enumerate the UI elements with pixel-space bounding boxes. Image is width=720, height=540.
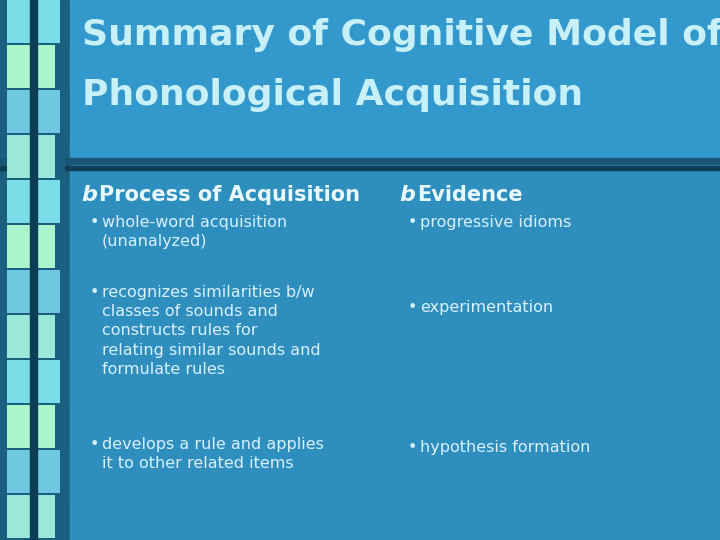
Bar xyxy=(0,158,720,164)
Polygon shape xyxy=(7,315,55,358)
Polygon shape xyxy=(7,360,60,403)
Bar xyxy=(0,0,70,540)
Bar xyxy=(30,0,37,540)
Polygon shape xyxy=(55,495,65,540)
Polygon shape xyxy=(7,405,55,448)
Text: •: • xyxy=(90,215,99,230)
Text: progressive idioms: progressive idioms xyxy=(420,215,571,230)
Text: hypothesis formation: hypothesis formation xyxy=(420,440,590,455)
Polygon shape xyxy=(55,405,65,452)
Text: Summary of Cognitive Model of: Summary of Cognitive Model of xyxy=(82,18,720,52)
Text: •: • xyxy=(90,437,99,452)
Polygon shape xyxy=(7,180,60,223)
Text: Evidence: Evidence xyxy=(417,185,523,205)
Bar xyxy=(70,170,720,540)
Polygon shape xyxy=(7,90,60,133)
Polygon shape xyxy=(7,450,60,493)
Polygon shape xyxy=(60,450,68,497)
Bar xyxy=(70,0,720,160)
Polygon shape xyxy=(7,495,55,538)
Polygon shape xyxy=(55,225,65,272)
Polygon shape xyxy=(55,315,65,362)
Text: b: b xyxy=(82,185,106,205)
Polygon shape xyxy=(7,0,60,43)
Text: b: b xyxy=(400,185,423,205)
Text: •: • xyxy=(408,215,418,230)
Text: experimentation: experimentation xyxy=(420,300,553,315)
Polygon shape xyxy=(7,225,55,268)
Text: Phonological Acquisition: Phonological Acquisition xyxy=(82,78,583,112)
Polygon shape xyxy=(60,90,68,137)
Polygon shape xyxy=(60,0,68,47)
Text: Process of Acquisition: Process of Acquisition xyxy=(99,185,360,205)
Polygon shape xyxy=(7,270,60,313)
Bar xyxy=(0,166,720,170)
Text: whole-word acquisition
(unanalyzed): whole-word acquisition (unanalyzed) xyxy=(102,215,287,249)
Polygon shape xyxy=(55,45,65,92)
Text: develops a rule and applies
it to other related items: develops a rule and applies it to other … xyxy=(102,437,324,471)
Polygon shape xyxy=(7,135,55,178)
Text: •: • xyxy=(408,300,418,315)
Polygon shape xyxy=(60,360,68,407)
Polygon shape xyxy=(60,180,68,227)
Polygon shape xyxy=(55,135,65,182)
Polygon shape xyxy=(7,45,55,88)
Text: recognizes similarities b/w
classes of sounds and
constructs rules for
relating : recognizes similarities b/w classes of s… xyxy=(102,285,320,377)
Polygon shape xyxy=(60,270,68,317)
Text: •: • xyxy=(90,285,99,300)
Text: •: • xyxy=(408,440,418,455)
